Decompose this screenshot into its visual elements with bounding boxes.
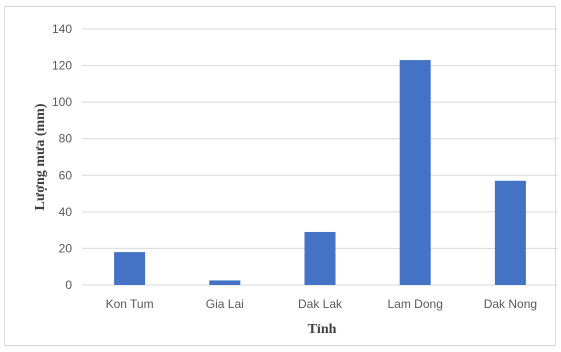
x-tick-label: Dak Nong — [484, 297, 537, 311]
gridlines — [82, 28, 558, 286]
x-axis-ticks: Kon Tum Gia Lai Dak Lak Lam Dong Dak Nong — [106, 297, 538, 311]
x-tick-label: Kon Tum — [106, 297, 154, 311]
y-axis-ticks: 0 20 40 60 80 100 120 140 — [52, 22, 72, 292]
y-tick-label: 120 — [52, 59, 72, 73]
y-tick-label: 20 — [59, 241, 73, 255]
y-tick-label: 100 — [52, 95, 72, 109]
bar-dak-nong — [494, 180, 526, 285]
y-tick-label: 60 — [59, 168, 73, 182]
chart-frame — [4, 6, 556, 346]
bar-dak-lak — [304, 231, 336, 285]
y-axis-title: Lượng mưa (mm) — [33, 103, 48, 210]
x-axis-title: Tỉnh — [308, 322, 337, 337]
bar-kon-tum — [114, 252, 146, 285]
bars — [114, 60, 526, 286]
y-tick-label: 140 — [52, 22, 72, 36]
x-tick-label: Lam Dong — [388, 297, 443, 311]
y-tick-label: 40 — [59, 205, 73, 219]
x-tick-label: Dak Lak — [298, 297, 343, 311]
y-tick-label: 80 — [59, 132, 73, 146]
bar-lam-dong — [399, 60, 431, 286]
bar-gia-lai — [209, 280, 241, 285]
x-tick-label: Gia Lai — [206, 297, 244, 311]
y-tick-label: 0 — [65, 278, 72, 292]
